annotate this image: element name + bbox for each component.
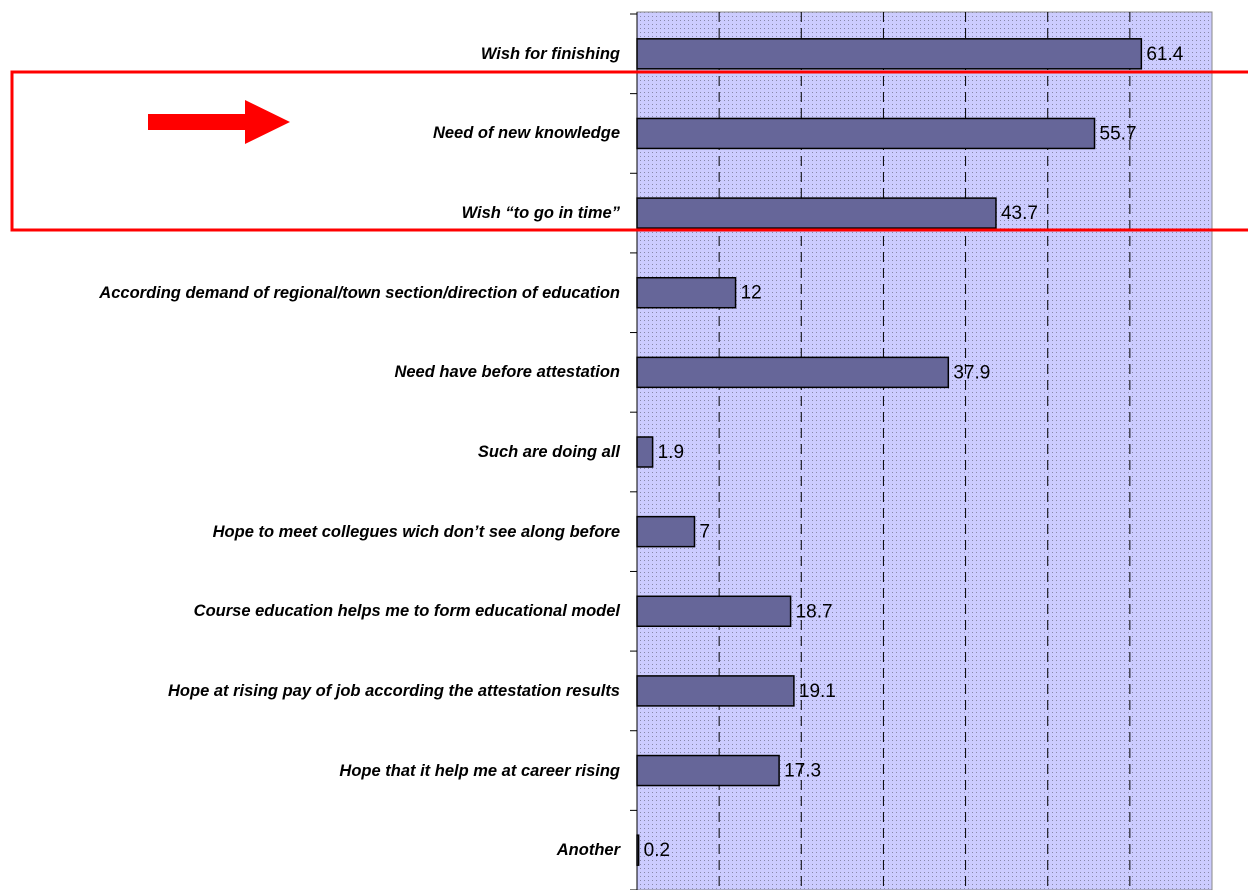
category-text: Need of new knowledge	[432, 124, 620, 143]
value-label: 61.4	[1146, 44, 1183, 65]
bar	[636, 38, 1143, 70]
category-text: Hope that it help me at career rising	[339, 761, 620, 780]
category-label: Course education helps me to form educat…	[30, 581, 620, 641]
category-text: Another	[556, 841, 620, 860]
value-label: 18.7	[796, 601, 833, 622]
category-label: Hope at rising pay of job according the …	[30, 661, 620, 721]
category-label: Hope that it help me at career rising	[30, 741, 620, 801]
value-label: 19.1	[799, 681, 836, 702]
category-label: Such are doing all	[30, 422, 620, 482]
category-label: Need have before attestation	[30, 342, 620, 402]
category-label: Hope to meet collegues wich don’t see al…	[30, 502, 620, 562]
value-label: 1.9	[658, 442, 684, 463]
category-text: Course education helps me to form educat…	[193, 602, 620, 621]
category-label: According demand of regional/town sectio…	[30, 263, 620, 323]
bar	[636, 675, 795, 707]
value-label: 0.2	[644, 840, 670, 861]
category-text: Wish for finishing	[480, 44, 620, 63]
bar	[636, 595, 792, 628]
category-text: Such are doing all	[477, 443, 620, 461]
category-label: Wish for finishing	[30, 24, 620, 84]
bar	[636, 754, 780, 787]
bar	[636, 197, 997, 229]
arrow	[148, 100, 290, 144]
category-text: Wish “to go in time”	[461, 204, 620, 223]
highlight-box	[10, 70, 1248, 232]
bar	[636, 117, 1096, 150]
value-label: 17.3	[784, 761, 821, 782]
category-label: Need of new knowledge	[30, 103, 620, 163]
value-label: 7	[700, 522, 711, 543]
bar	[636, 436, 654, 468]
plot-area	[636, 11, 1213, 890]
bar	[636, 356, 950, 389]
category-text: Need have before attestation	[394, 363, 620, 382]
value-label: 37.9	[953, 362, 990, 383]
category-label: Wish “to go in time”	[30, 183, 620, 243]
category-text: According demand of regional/town sectio…	[99, 283, 620, 302]
category-text: Hope at rising pay of job according the …	[168, 681, 620, 700]
bar	[636, 515, 696, 548]
category-label: Another	[30, 820, 620, 880]
value-label: 55.7	[1100, 123, 1137, 144]
value-label: 12	[741, 283, 762, 304]
category-text: Hope to meet collegues wich don’t see al…	[212, 522, 620, 541]
bar	[636, 834, 640, 866]
value-label: 43.7	[1001, 203, 1038, 224]
bar	[636, 276, 737, 309]
